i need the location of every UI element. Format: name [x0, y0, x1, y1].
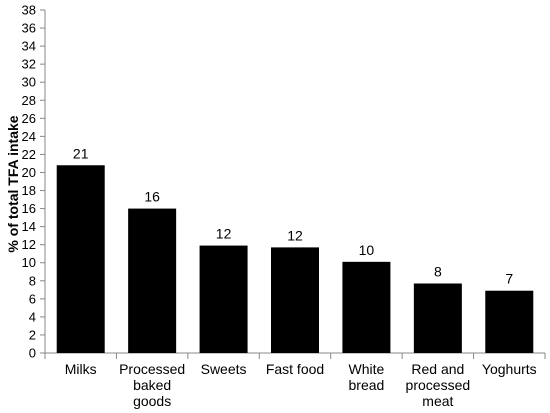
y-axis-title: % of total TFA intake [5, 115, 21, 252]
bar [128, 208, 177, 353]
category-label-line: Red and [411, 361, 464, 377]
category-label-line: Yoghurts [482, 361, 537, 377]
category-label: Red and processed meat [406, 361, 471, 409]
y-tick-label: 34 [22, 39, 36, 54]
bars [56, 165, 534, 353]
bar [271, 247, 319, 353]
category-label-line: Processed [119, 361, 185, 377]
data-label: 21 [73, 145, 89, 161]
y-tick-label: 10 [22, 255, 36, 270]
y-tick-label: 2 [29, 327, 36, 342]
x-axis [44, 352, 546, 359]
y-tick-label: 4 [29, 309, 36, 324]
category-label-line: processed [406, 377, 471, 393]
y-tick-label: 8 [29, 273, 36, 288]
y-tick-label: 22 [22, 147, 36, 162]
y-tick-label: 18 [22, 183, 36, 198]
y-tick-label: 0 [29, 346, 36, 361]
data-label: 10 [359, 242, 375, 258]
data-labels: 21 16 12 12 10 8 7 [73, 145, 513, 286]
y-tick-label: 12 [22, 237, 36, 252]
y-tick-label: 14 [22, 219, 36, 234]
bar [342, 261, 391, 353]
y-tick-label: 32 [22, 57, 36, 72]
category-label-line: Milks [65, 361, 97, 377]
y-tick-label: 36 [22, 21, 36, 36]
category-label-line: meat [422, 393, 453, 409]
data-label: 12 [216, 226, 232, 242]
data-label: 7 [505, 271, 513, 287]
category-label: Fast food [266, 361, 324, 377]
category-label: Sweets [201, 361, 247, 377]
y-tick-label: 26 [22, 111, 36, 126]
y-tick-label: 38 [22, 3, 36, 18]
category-label: White bread [349, 361, 385, 393]
category-label: Yoghurts [482, 361, 537, 377]
bar [413, 283, 462, 353]
category-label: Milks [65, 361, 97, 377]
bar [199, 245, 248, 353]
y-tick-label: 30 [22, 75, 36, 90]
bar [485, 290, 534, 353]
category-label-line: bread [349, 377, 385, 393]
y-tick-label: 16 [22, 201, 36, 216]
data-label: 12 [287, 227, 303, 243]
data-label: 16 [144, 189, 160, 205]
y-tick-label: 24 [22, 129, 36, 144]
data-label: 8 [434, 263, 442, 279]
category-label-line: Fast food [266, 361, 324, 377]
y-tick-label: 28 [22, 93, 36, 108]
bar [56, 165, 105, 353]
category-label-line: goods [133, 393, 171, 409]
category-label-line: baked [133, 377, 171, 393]
y-tick-label: 6 [29, 291, 36, 306]
category-labels: Milks Processed baked goods Sweets Fast food W… [65, 361, 537, 409]
y-tick-label: 20 [22, 165, 36, 180]
category-label-line: Sweets [201, 361, 247, 377]
category-label: Processed baked goods [119, 361, 185, 409]
category-label-line: White [349, 361, 385, 377]
